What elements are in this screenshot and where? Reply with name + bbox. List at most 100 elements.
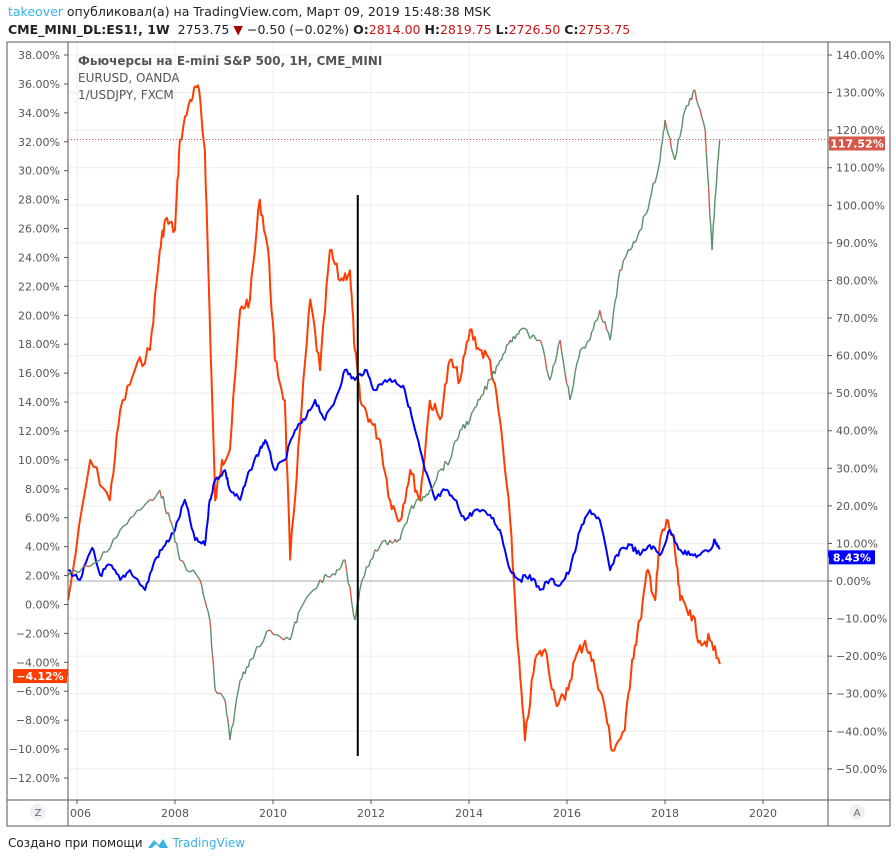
candle-segment [139, 506, 144, 511]
candle-segment [519, 327, 524, 331]
candle-segment [471, 410, 474, 414]
left-tick-label: 18.00% [18, 338, 60, 351]
candle-segment [679, 128, 683, 138]
candle-segment [675, 139, 679, 154]
high-value: 2819.75 [439, 22, 492, 37]
candle-segment [631, 241, 635, 249]
candle-segment [682, 109, 686, 116]
candle-segment [295, 612, 300, 624]
candle-segment [705, 152, 709, 171]
candle-segment [574, 363, 578, 373]
axes: 38.00% 36.00% 34.00% 32.00% 30.00% 28.00% 26.0… [6, 41, 891, 827]
legend-item: EURUSD, OANDA [78, 71, 180, 85]
candle-segment [654, 176, 658, 183]
candle-segment [718, 139, 721, 148]
candle-segment [430, 486, 434, 490]
candle-segment [339, 564, 343, 570]
candle-segment [372, 549, 376, 559]
tradingview-link[interactable]: TradingView [172, 836, 246, 850]
candle-segment [89, 562, 96, 568]
candle-segment [717, 146, 720, 158]
left-tick-label: 6.00% [25, 512, 60, 525]
candle-segment [402, 524, 406, 529]
candle-segment [532, 334, 538, 341]
candle-segment [647, 199, 651, 210]
candle-segment [588, 339, 591, 342]
candle-segment [662, 129, 665, 132]
candle-segment [214, 689, 218, 694]
candle-segment [234, 697, 238, 710]
candle-segment [624, 254, 628, 259]
candle-segment [561, 352, 565, 363]
tradingview-logo-icon [147, 839, 168, 848]
left-tick-label: 30.00% [18, 165, 60, 178]
candle-segment [363, 566, 368, 577]
candle-segment [599, 309, 603, 319]
candle-segment [497, 359, 501, 366]
candle-segment [469, 412, 473, 420]
eurusd-last-label-bg [829, 550, 875, 565]
candle-segment [567, 386, 571, 400]
plot-area[interactable] [67, 84, 828, 756]
candle-segment [236, 689, 240, 698]
candle-segment [716, 157, 719, 167]
right-tick-label: 100.00% [836, 199, 885, 212]
candle-segment [99, 551, 105, 561]
low-label: L: [495, 22, 509, 37]
candle-segment [266, 629, 271, 632]
candle-segment [316, 579, 321, 589]
candle-segment [706, 170, 710, 188]
candle-segment [152, 494, 158, 501]
candle-segment [609, 329, 613, 341]
series-line-usdjpy [67, 84, 721, 752]
candle-segment [644, 212, 648, 216]
candle-segment [554, 355, 558, 364]
candle-segment [386, 539, 391, 546]
candle-segment [207, 611, 211, 621]
candle-segment [562, 361, 566, 374]
candle-segment [132, 510, 138, 517]
candle-segment [216, 692, 219, 695]
left-tick-label: 28.00% [18, 194, 60, 207]
candle-segment [404, 522, 408, 525]
candle-segment [674, 153, 678, 161]
candle-segment [205, 606, 209, 612]
candle-segment [218, 692, 221, 695]
candle-segment [626, 249, 630, 255]
candle-segment [456, 436, 460, 441]
candle-segment [715, 166, 719, 181]
candle-segment [581, 346, 584, 350]
candle-segment [479, 395, 483, 401]
axis-button-left[interactable] [30, 804, 46, 820]
legend-item: Фьючерсы на E-mini S&P 500, 1H, CME_MINI [78, 54, 382, 69]
axis-button-right[interactable] [849, 804, 865, 820]
candle-segment [680, 115, 685, 129]
candle-segment [452, 440, 456, 447]
right-tick-label: 30.00% [836, 462, 878, 475]
candle-segment [164, 507, 168, 515]
x-tick-label: 2012 [357, 807, 385, 820]
close-value: 2753.75 [578, 22, 631, 37]
author-link[interactable]: takeover [8, 4, 63, 19]
open-value: 2814.00 [368, 22, 421, 37]
candle-segment [262, 631, 268, 642]
candle-segment [94, 559, 101, 564]
candle-segment [629, 247, 633, 251]
candle-segment [442, 461, 446, 471]
candle-segment [202, 594, 206, 601]
candle-segment [177, 552, 181, 561]
candle-segment [545, 368, 549, 376]
axis-button-right-label: A [854, 808, 861, 819]
candle-segment [259, 640, 264, 647]
candle-segment [345, 571, 349, 584]
legend: Фьючерсы на E-mini S&P 500, 1H, CME_MINI… [78, 54, 382, 102]
left-tick-label: 4.00% [25, 541, 60, 554]
candle-segment [704, 130, 708, 153]
candle-segment [526, 329, 531, 339]
candle-segment [522, 327, 527, 331]
x-tick-label: 006 [70, 807, 91, 820]
candle-segment [489, 377, 493, 381]
candle-segment [432, 482, 436, 487]
es-last-label: 117.52% [830, 137, 883, 150]
